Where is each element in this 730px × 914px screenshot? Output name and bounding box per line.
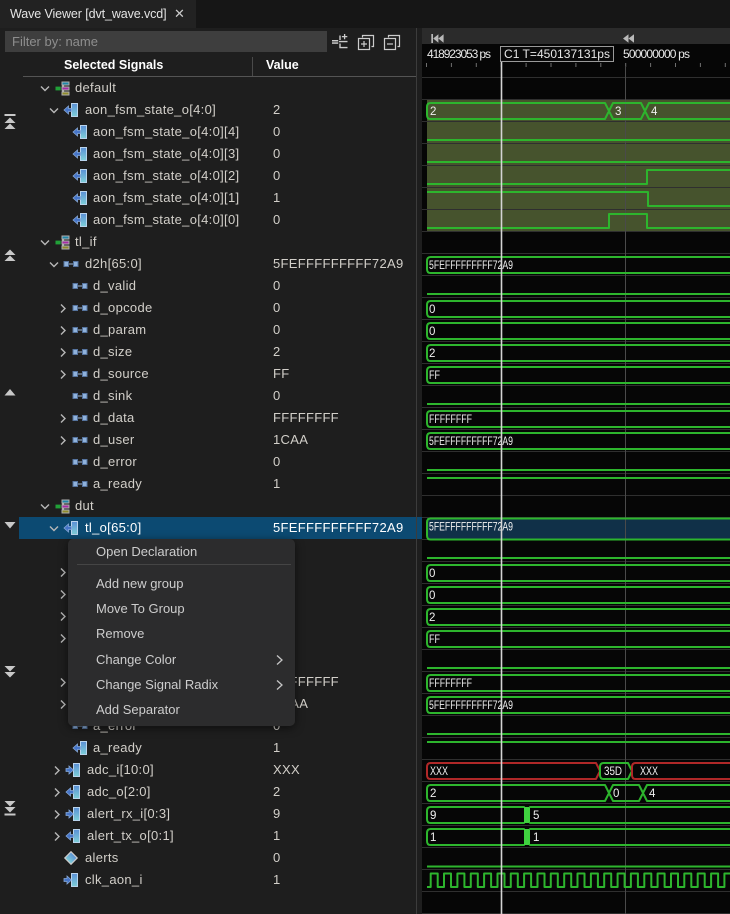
svg-text:5: 5 [533,810,539,822]
svg-text:5FEFFFFFFFFF72A9: 5FEFFFFFFFFF72A9 [429,260,513,272]
svg-text:XXX: XXX [430,766,448,778]
svg-text:FFFFFFFF: FFFFFFFF [429,414,472,426]
svg-text:FF: FF [429,370,440,382]
svg-text:5FEFFFFFFFFF72A9: 5FEFFFFFFFFF72A9 [429,522,513,534]
svg-text:2: 2 [430,788,436,800]
svg-text:5FEFFFFFFFFF72A9: 5FEFFFFFFFFF72A9 [429,700,513,712]
svg-text:1: 1 [533,832,539,844]
svg-text:XXX: XXX [640,766,658,778]
svg-text:4: 4 [651,106,658,118]
svg-text:2: 2 [429,348,435,360]
svg-text:0: 0 [613,788,619,800]
svg-text:FF: FF [429,634,440,646]
svg-text:418923053 ps: 418923053 ps [427,47,491,61]
svg-text:35D: 35D [604,766,622,778]
svg-text:9: 9 [430,810,436,822]
svg-text:2: 2 [429,612,435,624]
svg-text:C1 T=450137131ps: C1 T=450137131ps [504,47,610,61]
svg-text:0: 0 [429,568,435,580]
svg-text:FFFFFFFF: FFFFFFFF [429,678,472,690]
svg-text:0: 0 [429,326,435,338]
svg-text:0: 0 [429,590,435,602]
svg-text:1: 1 [430,832,436,844]
svg-text:2: 2 [430,106,436,118]
svg-text:500000000 ps: 500000000 ps [623,47,690,61]
svg-text:5FEFFFFFFFFF72A9: 5FEFFFFFFFFF72A9 [429,436,513,448]
svg-text:4: 4 [649,788,656,800]
svg-text:0: 0 [429,304,435,316]
svg-text:3: 3 [615,106,621,118]
